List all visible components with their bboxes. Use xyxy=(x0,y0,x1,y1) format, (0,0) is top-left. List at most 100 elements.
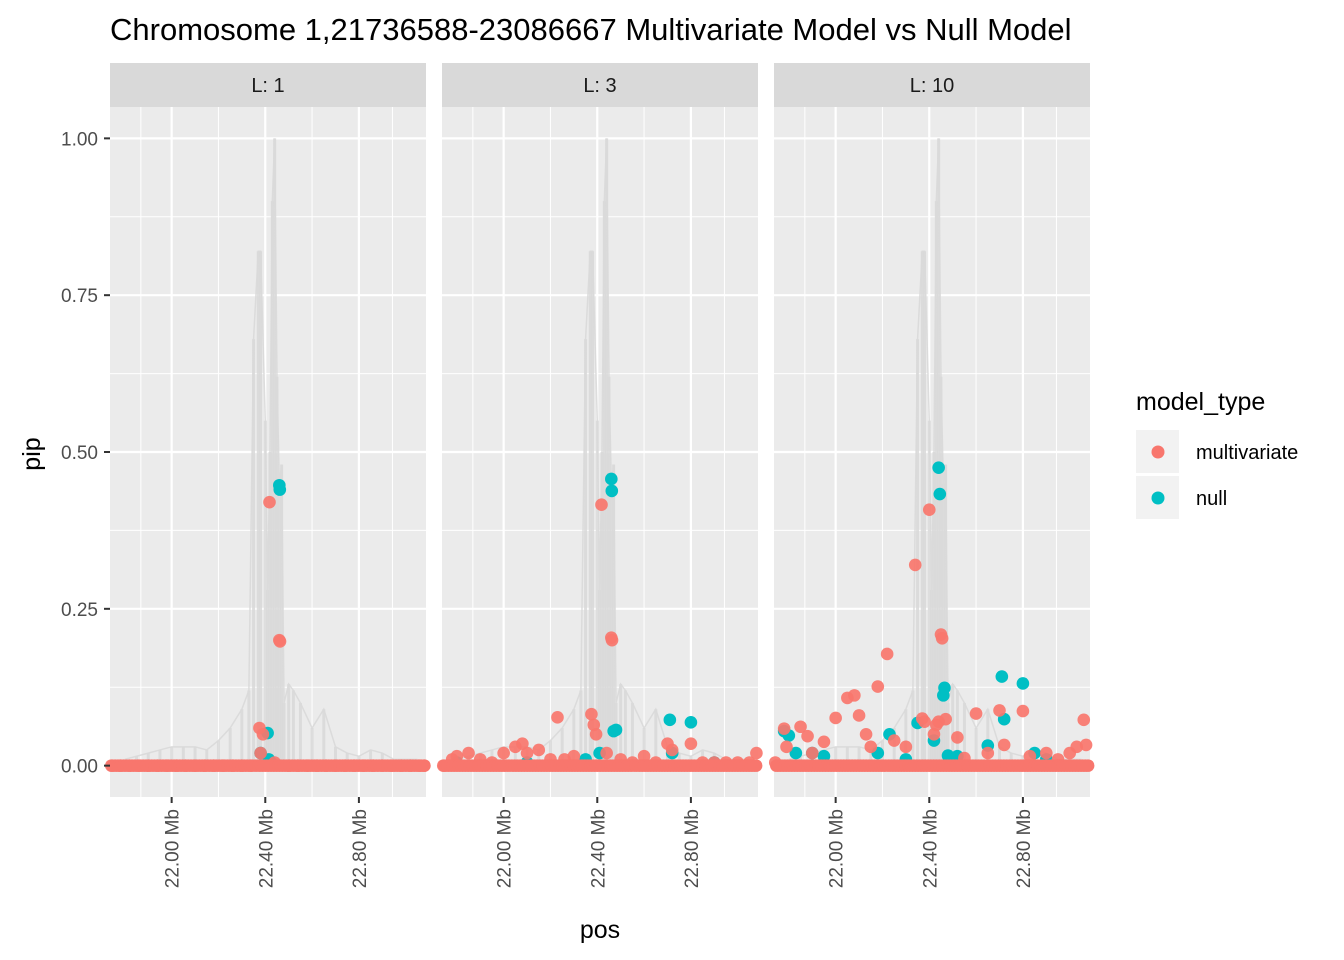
point-multivariate xyxy=(927,727,941,741)
baseline-points xyxy=(770,759,1095,772)
point-multivariate xyxy=(749,759,763,772)
point-multivariate xyxy=(605,633,619,647)
point-null xyxy=(933,487,947,501)
point-multivariate xyxy=(256,727,270,741)
x-tick-label: 22.00 Mb xyxy=(495,809,516,888)
facet-strip xyxy=(110,63,426,107)
point-multivariate xyxy=(1081,759,1095,772)
point-multivariate xyxy=(935,632,949,645)
point-multivariate xyxy=(1016,704,1030,718)
y-tick-label: 0.50 xyxy=(61,443,98,464)
background-signal-line xyxy=(124,138,418,761)
x-tick-label: 22.80 Mb xyxy=(350,809,371,888)
point-multivariate xyxy=(817,735,831,749)
point-multivariate xyxy=(585,707,598,721)
point-multivariate xyxy=(254,746,267,760)
point-multivariate xyxy=(551,711,564,724)
background-signal-line xyxy=(788,138,1082,761)
x-axis-title: pos xyxy=(580,916,620,944)
x-tick-label: 22.40 Mb xyxy=(256,809,277,888)
facet-strip-label: L: 10 xyxy=(910,75,954,97)
point-multivariate xyxy=(532,743,546,757)
panels-area: L: 1 22.00 Mb 22.40 Mb 22.80 Mb L: 3 22.00 Mb… xyxy=(104,63,1095,888)
point-multivariate xyxy=(450,749,464,763)
point-multivariate xyxy=(829,711,842,725)
point-multivariate xyxy=(1079,738,1093,752)
point-multivariate xyxy=(899,740,913,754)
point-null xyxy=(273,483,287,496)
point-multivariate xyxy=(993,704,1006,717)
point-null xyxy=(609,723,623,737)
point-multivariate xyxy=(587,718,601,732)
point-null xyxy=(1016,677,1030,690)
point-multivariate xyxy=(750,746,763,760)
point-multivariate xyxy=(794,720,807,734)
legend-title: model_type xyxy=(1136,388,1265,416)
point-multivariate xyxy=(848,689,861,702)
point-multivariate xyxy=(1040,746,1053,760)
point-multivariate xyxy=(665,743,679,757)
y-tick-label: 0.00 xyxy=(61,757,98,778)
panel-1: L: 1 22.00 Mb 22.40 Mb 22.80 Mb xyxy=(104,63,431,888)
point-multivariate xyxy=(801,729,814,743)
point-null xyxy=(938,681,951,695)
point-multivariate xyxy=(417,759,431,772)
panel-2: L: 3 22.00 Mb 22.40 Mb 22.80 Mb xyxy=(436,63,763,888)
y-tick-label: 1.00 xyxy=(61,129,98,150)
baseline-points xyxy=(106,759,431,772)
point-multivariate xyxy=(516,737,529,750)
facet-strip-label: L: 3 xyxy=(583,75,616,97)
x-tick-label: 22.40 Mb xyxy=(920,809,941,888)
legend-key-null xyxy=(1151,491,1165,505)
point-multivariate xyxy=(263,495,276,509)
point-null xyxy=(995,670,1009,683)
point-multivariate xyxy=(908,558,922,572)
point-multivariate xyxy=(871,680,885,693)
facet-strip-label: L: 1 xyxy=(251,75,284,97)
point-null xyxy=(605,484,619,498)
y-tick-label: 0.75 xyxy=(61,286,98,307)
point-multivariate xyxy=(969,707,983,720)
point-multivariate xyxy=(589,727,603,741)
facet-strip xyxy=(774,63,1090,107)
point-null xyxy=(663,713,677,727)
x-tick-label: 22.80 Mb xyxy=(682,809,703,888)
point-multivariate xyxy=(273,635,287,648)
point-multivariate xyxy=(462,746,475,760)
point-multivariate xyxy=(497,746,510,760)
point-multivariate xyxy=(887,734,901,747)
panel-3: L: 10 22.00 Mb 22.40 Mb 22.80 Mb xyxy=(768,63,1095,888)
point-multivariate xyxy=(922,503,936,517)
point-multivariate xyxy=(951,731,964,744)
point-multivariate xyxy=(859,727,873,741)
point-null xyxy=(605,472,618,486)
point-multivariate xyxy=(1070,740,1084,754)
point-multivariate xyxy=(777,722,791,735)
point-multivariate xyxy=(595,498,608,511)
y-tick-label: 0.25 xyxy=(61,600,98,621)
x-tick-label: 22.00 Mb xyxy=(163,809,184,888)
facet-strip xyxy=(442,63,758,107)
x-tick-label: 22.00 Mb xyxy=(827,809,848,888)
point-multivariate xyxy=(684,737,698,750)
y-axis: 0.00 0.25 0.50 0.75 1.00 xyxy=(61,129,110,778)
point-multivariate xyxy=(1077,713,1091,727)
point-null xyxy=(789,746,803,760)
y-axis-title: pip xyxy=(18,437,46,470)
legend: model_type multivariate null xyxy=(1136,388,1298,519)
point-multivariate xyxy=(805,746,819,760)
legend-key-multivariate xyxy=(1151,445,1165,459)
point-multivariate xyxy=(864,740,878,754)
point-multivariate xyxy=(918,715,931,729)
point-multivariate xyxy=(520,746,534,760)
point-null xyxy=(941,749,955,762)
legend-label-multivariate: multivariate xyxy=(1196,442,1298,464)
chart-title: Chromosome 1,21736588-23086667 Multivari… xyxy=(110,12,1072,47)
point-null xyxy=(932,461,945,474)
point-multivariate xyxy=(780,740,793,754)
point-multivariate xyxy=(600,746,613,760)
series-multivariate xyxy=(768,503,1093,769)
point-multivariate xyxy=(939,712,952,726)
point-multivariate xyxy=(852,709,866,722)
